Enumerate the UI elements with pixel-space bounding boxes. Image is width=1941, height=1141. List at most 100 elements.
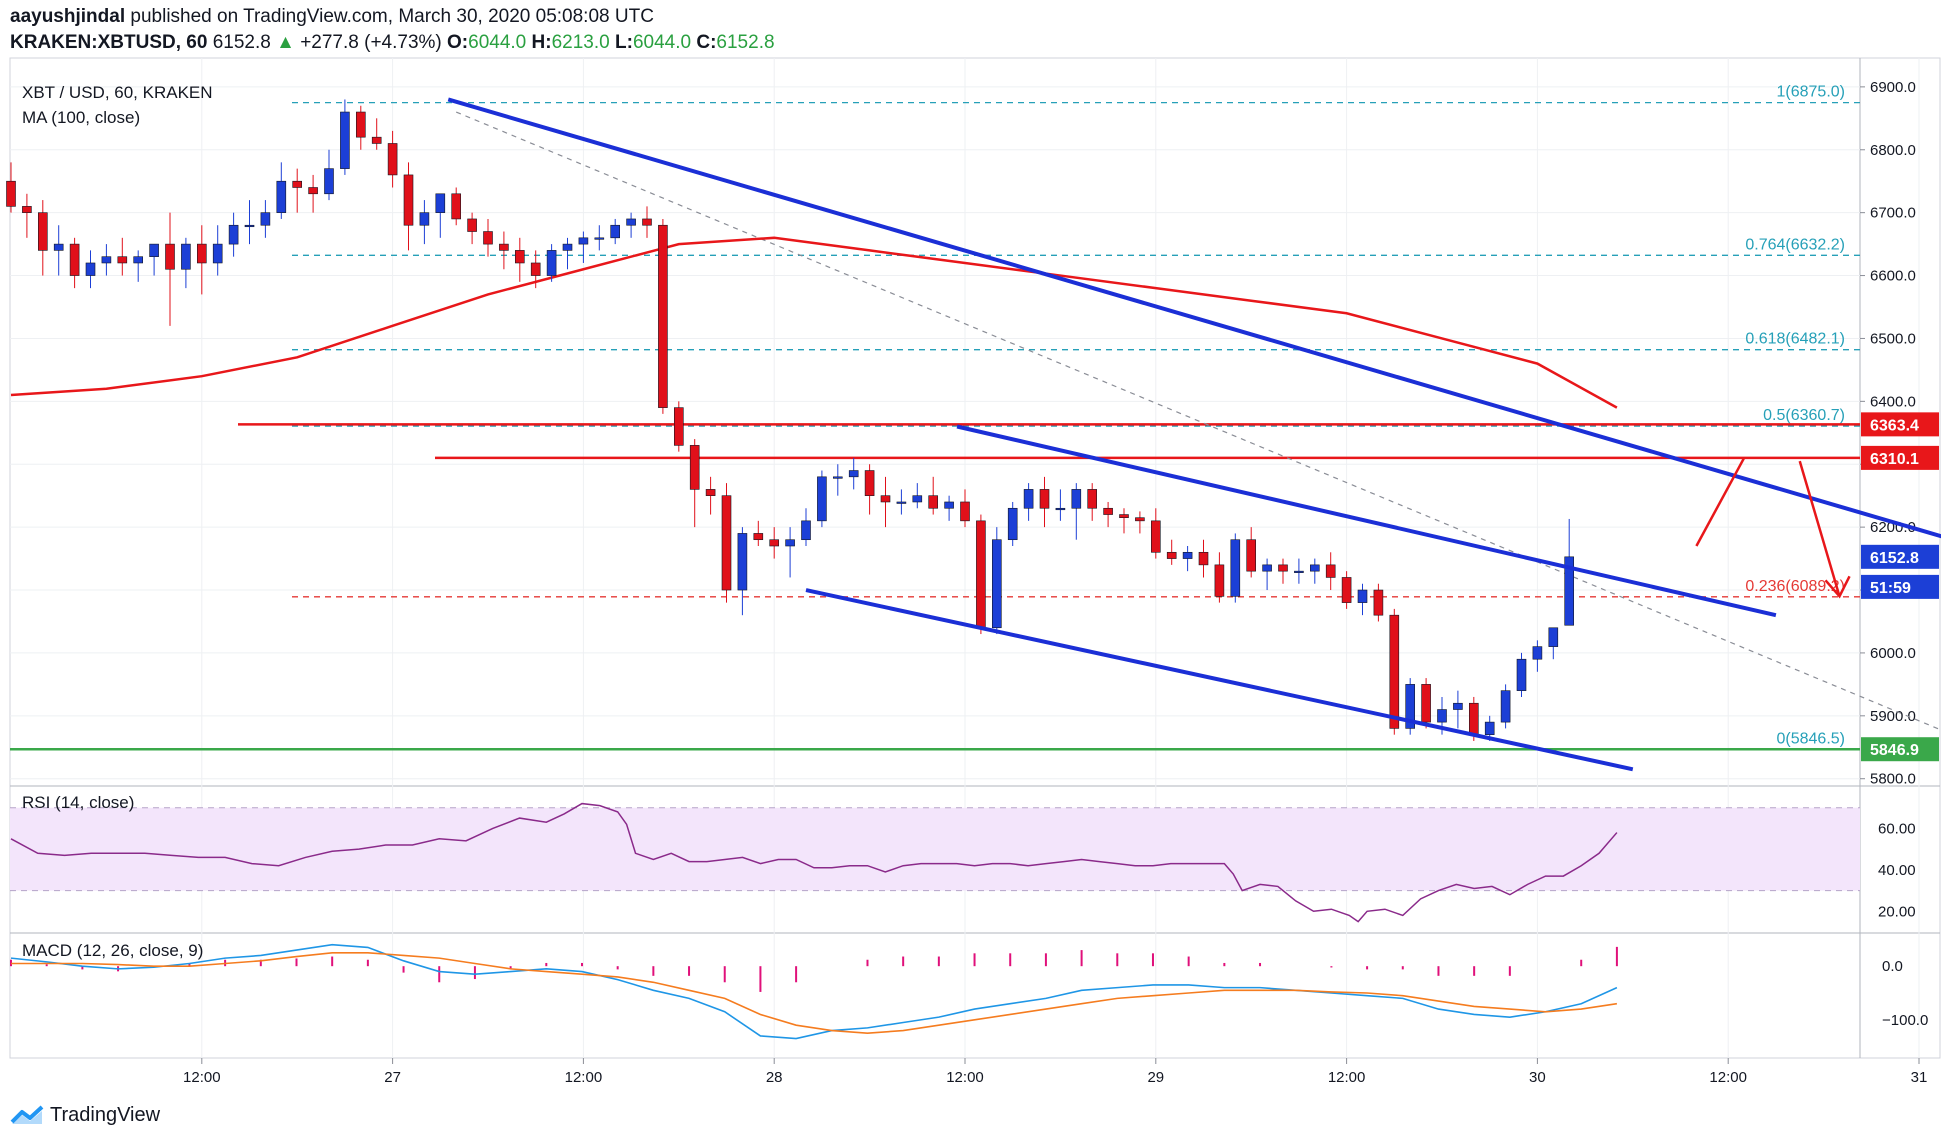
candle-body xyxy=(403,174,414,226)
footer: TradingView xyxy=(10,1100,160,1130)
candle xyxy=(181,237,191,289)
candle xyxy=(642,206,652,238)
time-tick-label: 30 xyxy=(1529,1069,1546,1086)
candle xyxy=(451,187,462,226)
candle-body xyxy=(721,495,732,591)
macd-legend: MACD (12, 26, close, 9) xyxy=(22,941,203,960)
close-value: 6152.8 xyxy=(716,32,775,53)
candle-body xyxy=(371,136,382,144)
candle xyxy=(753,520,764,546)
candle xyxy=(1357,583,1368,616)
candle-body xyxy=(1071,489,1082,509)
candle xyxy=(1564,518,1574,626)
time-tick-label: 12:00 xyxy=(565,1069,603,1086)
candle xyxy=(594,225,605,251)
candle xyxy=(117,237,128,276)
price-chart[interactable]: 12:002712:002812:002912:003012:003112:00… xyxy=(0,0,1941,1100)
time-tick-label: 27 xyxy=(384,1069,401,1086)
candle-body xyxy=(149,243,159,257)
candle xyxy=(1151,508,1161,559)
candle-body xyxy=(832,476,843,479)
candle-body xyxy=(260,212,271,226)
candle-body xyxy=(769,539,780,547)
candle xyxy=(1405,678,1415,735)
rsi-band xyxy=(10,807,1860,891)
candle xyxy=(6,162,16,213)
candle-body xyxy=(848,470,859,478)
candle-body xyxy=(546,250,557,276)
candle-body xyxy=(6,180,16,207)
candle-body xyxy=(1262,564,1272,572)
candle xyxy=(499,231,509,270)
candle xyxy=(769,527,780,559)
candle xyxy=(22,193,32,238)
tradingview-logo-icon[interactable] xyxy=(10,1104,44,1126)
candle xyxy=(610,218,621,245)
candle xyxy=(944,495,954,521)
candle-body xyxy=(928,495,939,509)
candle xyxy=(324,149,334,201)
publish-line: aayushjindal published on TradingView.co… xyxy=(10,6,654,28)
price-tag-label: 6363.4 xyxy=(1870,417,1919,434)
candle xyxy=(101,244,112,276)
time-tick-label: 12:00 xyxy=(183,1069,221,1086)
candle xyxy=(419,200,430,245)
candle-body xyxy=(658,224,668,408)
rsi-line xyxy=(10,802,1618,923)
candle xyxy=(658,218,668,414)
candle xyxy=(864,464,875,515)
price-tag-label: 5846.9 xyxy=(1870,742,1919,759)
candle-body xyxy=(22,206,32,213)
lower-channel-line xyxy=(805,588,1634,772)
candle xyxy=(960,489,970,528)
candle-body xyxy=(1357,589,1368,603)
candle xyxy=(85,250,96,289)
rsi-legend: RSI (14, close) xyxy=(22,793,134,812)
price-tag-box xyxy=(1861,544,1939,569)
candle-body xyxy=(1278,564,1288,572)
candle xyxy=(1310,558,1320,584)
candle xyxy=(1453,690,1463,729)
symbol-name[interactable]: KRAKEN:XBTUSD, 60 xyxy=(10,32,208,53)
candle-body xyxy=(1341,577,1352,603)
brand-name[interactable]: TradingView xyxy=(50,1103,161,1126)
candle xyxy=(832,464,843,496)
candle xyxy=(37,200,48,276)
candle-body xyxy=(165,243,175,270)
candle-body xyxy=(435,193,446,213)
author-name[interactable]: aayushjindal xyxy=(10,6,126,27)
candle xyxy=(1166,539,1177,565)
fib-level-label: 0(5846.5) xyxy=(1777,730,1846,747)
candle-body xyxy=(880,495,891,503)
fib-level-label: 0.764(6632.2) xyxy=(1745,236,1845,253)
candle-body xyxy=(1548,627,1559,647)
candle xyxy=(1087,483,1097,521)
candle-body xyxy=(197,243,207,264)
candle-body xyxy=(69,243,80,276)
price-change: +277.8 (+4.73%) xyxy=(300,32,442,53)
high-value: 6213.0 xyxy=(551,32,610,53)
candle xyxy=(1246,527,1256,578)
publish-info: published on TradingView.com, March 30, … xyxy=(130,6,654,27)
candle-body xyxy=(1214,564,1225,597)
candle xyxy=(1119,508,1129,534)
candle-body xyxy=(387,143,398,176)
candle xyxy=(244,200,255,245)
candle-body xyxy=(181,243,191,270)
candle-body xyxy=(610,224,621,239)
macd-signal-line xyxy=(11,951,1618,1035)
candle-body xyxy=(1373,589,1384,616)
candle-body xyxy=(864,470,875,496)
candle-body xyxy=(562,243,573,251)
candle xyxy=(689,439,700,528)
candle xyxy=(403,162,414,251)
candle-body xyxy=(324,168,334,195)
candle-body xyxy=(801,520,811,541)
candle xyxy=(308,174,318,213)
middle-channel-line xyxy=(956,424,1777,618)
price-tag-box xyxy=(1861,412,1939,437)
candle xyxy=(355,105,366,150)
candle xyxy=(896,489,907,515)
candle-body xyxy=(244,224,255,228)
rsi-tick-label: 20.00 xyxy=(1878,903,1916,920)
